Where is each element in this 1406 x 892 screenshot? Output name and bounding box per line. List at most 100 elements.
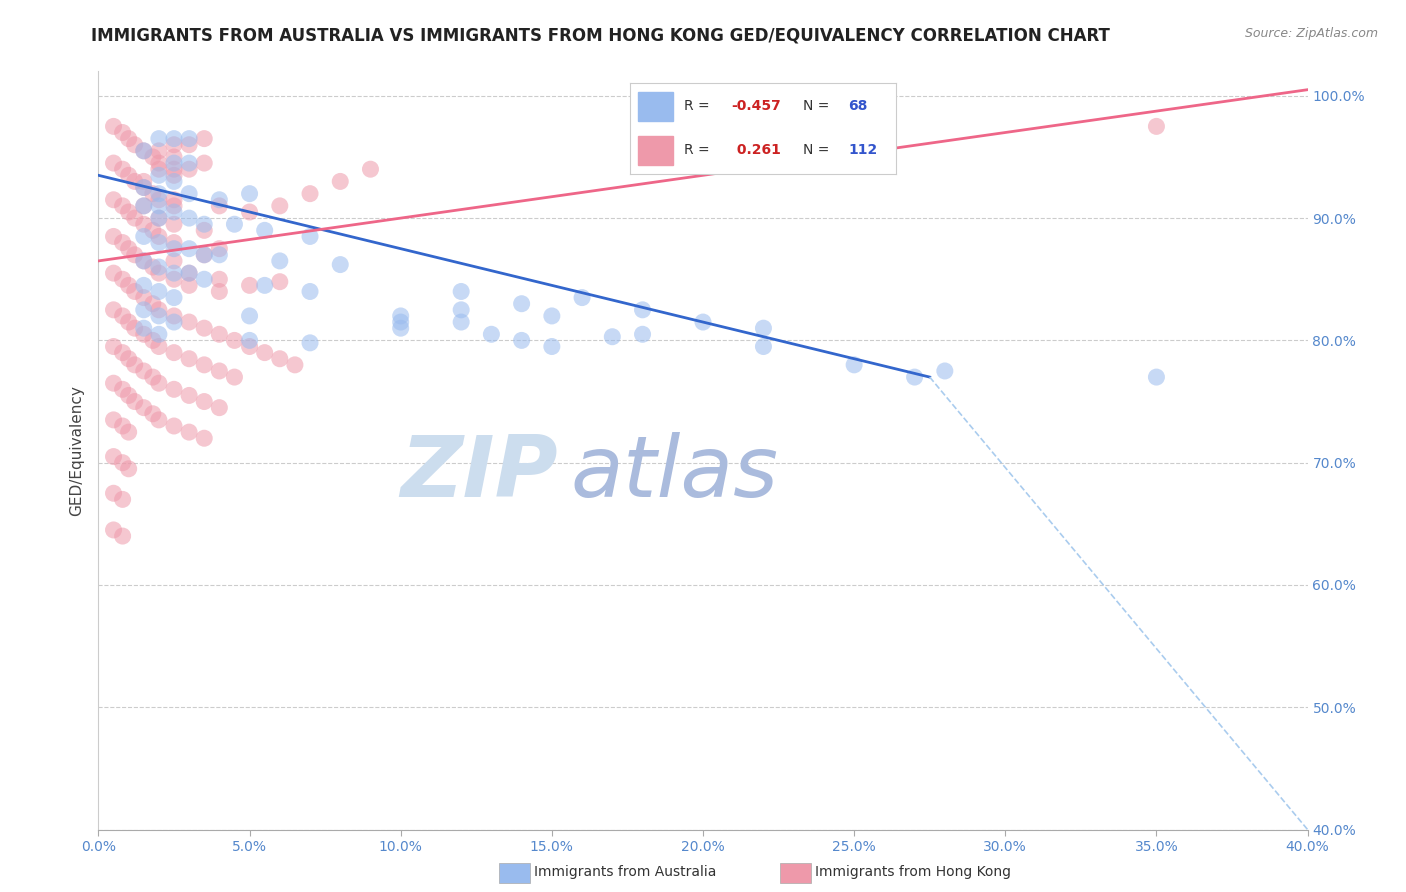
- Point: [193, 223, 215, 237]
- Point: [239, 186, 262, 201]
- Point: [148, 131, 170, 145]
- Point: [179, 315, 201, 329]
- Point: [163, 266, 186, 280]
- Point: [103, 413, 125, 427]
- Point: [163, 235, 186, 250]
- Point: [148, 211, 170, 226]
- Point: [142, 223, 165, 237]
- Point: [179, 211, 201, 226]
- Point: [163, 205, 186, 219]
- Point: [111, 382, 134, 396]
- Point: [179, 137, 201, 152]
- Point: [179, 156, 201, 170]
- Point: [148, 229, 170, 244]
- Point: [752, 321, 775, 335]
- Point: [179, 131, 201, 145]
- Point: [132, 199, 155, 213]
- Point: [179, 242, 201, 256]
- Point: [179, 266, 201, 280]
- Point: [103, 339, 125, 353]
- Point: [111, 162, 134, 177]
- Point: [179, 278, 201, 293]
- Point: [148, 302, 170, 317]
- Point: [208, 364, 231, 378]
- Point: [124, 285, 146, 299]
- Point: [193, 248, 215, 262]
- Point: [142, 186, 165, 201]
- Point: [142, 150, 165, 164]
- Point: [148, 235, 170, 250]
- Point: [193, 131, 215, 145]
- Point: [148, 211, 170, 226]
- Point: [118, 278, 141, 293]
- Point: [148, 339, 170, 353]
- Point: [124, 248, 146, 262]
- Point: [631, 327, 654, 342]
- Point: [118, 388, 141, 402]
- Point: [179, 425, 201, 439]
- Point: [132, 278, 155, 293]
- Point: [118, 169, 141, 183]
- Point: [103, 450, 125, 464]
- Point: [389, 315, 412, 329]
- Point: [103, 266, 125, 280]
- Point: [193, 321, 215, 335]
- Point: [148, 169, 170, 183]
- Point: [118, 351, 141, 366]
- Point: [142, 296, 165, 310]
- Point: [163, 217, 186, 231]
- Point: [124, 394, 146, 409]
- Text: Source: ZipAtlas.com: Source: ZipAtlas.com: [1244, 27, 1378, 40]
- Point: [934, 364, 956, 378]
- Point: [208, 285, 231, 299]
- Point: [132, 253, 155, 268]
- Point: [208, 248, 231, 262]
- Point: [163, 199, 186, 213]
- Point: [111, 235, 134, 250]
- Point: [193, 217, 215, 231]
- Point: [132, 302, 155, 317]
- Point: [132, 321, 155, 335]
- Point: [103, 120, 125, 134]
- Point: [163, 174, 186, 188]
- Point: [111, 345, 134, 359]
- Point: [163, 169, 186, 183]
- Point: [239, 278, 262, 293]
- Point: [132, 364, 155, 378]
- Point: [118, 205, 141, 219]
- Point: [132, 174, 155, 188]
- Point: [111, 456, 134, 470]
- Point: [631, 302, 654, 317]
- Point: [148, 186, 170, 201]
- Point: [602, 330, 624, 344]
- Point: [253, 223, 276, 237]
- Point: [132, 144, 155, 158]
- Text: IMMIGRANTS FROM AUSTRALIA VS IMMIGRANTS FROM HONG KONG GED/EQUIVALENCY CORRELATI: IMMIGRANTS FROM AUSTRALIA VS IMMIGRANTS …: [91, 27, 1111, 45]
- Point: [132, 144, 155, 158]
- Point: [253, 278, 276, 293]
- Point: [163, 272, 186, 286]
- Point: [208, 272, 231, 286]
- Point: [163, 253, 186, 268]
- Point: [118, 315, 141, 329]
- Point: [163, 242, 186, 256]
- Point: [103, 156, 125, 170]
- Point: [118, 242, 141, 256]
- Point: [163, 193, 186, 207]
- Point: [103, 376, 125, 391]
- Point: [450, 315, 472, 329]
- Point: [142, 334, 165, 348]
- Point: [208, 199, 231, 213]
- Point: [329, 258, 352, 272]
- Point: [111, 199, 134, 213]
- Point: [132, 180, 155, 194]
- Point: [124, 174, 146, 188]
- Point: [148, 266, 170, 280]
- Point: [239, 334, 262, 348]
- Text: atlas: atlas: [569, 432, 778, 515]
- Point: [208, 327, 231, 342]
- Point: [179, 351, 201, 366]
- Point: [481, 327, 503, 342]
- Point: [148, 376, 170, 391]
- Point: [193, 248, 215, 262]
